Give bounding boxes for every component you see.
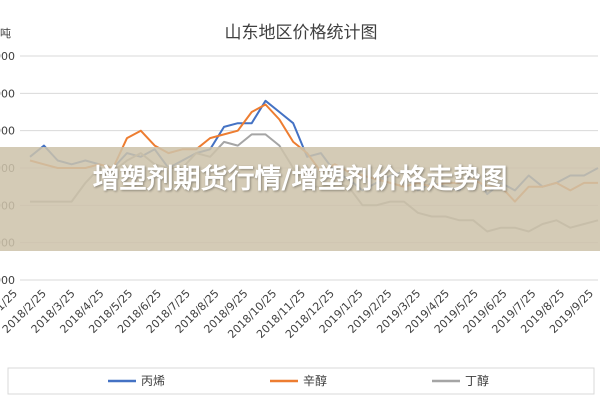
legend: 丙烯 辛醇 丁醇 — [108, 373, 489, 388]
y-tick-label: 000 — [0, 274, 15, 287]
chart-title: 山东地区价格统计图 — [225, 23, 378, 43]
y-tick-label: 000 — [0, 125, 15, 138]
legend-label: 辛醇 — [303, 373, 327, 388]
x-axis-ticks: 2018/1/252018/2/252018/3/252018/4/252018… — [0, 287, 596, 341]
legend-label: 丁醇 — [465, 373, 489, 388]
y-axis-unit: 吨 — [0, 27, 11, 40]
legend-label: 丙烯 — [141, 374, 165, 388]
overlay-banner — [0, 147, 600, 251]
legend-box — [7, 367, 595, 395]
y-tick-label: 000 — [0, 50, 15, 63]
overlay-title: 增塑剂期货行情/增塑剂价格走势图 — [92, 164, 508, 195]
y-tick-label: 000 — [0, 87, 15, 100]
